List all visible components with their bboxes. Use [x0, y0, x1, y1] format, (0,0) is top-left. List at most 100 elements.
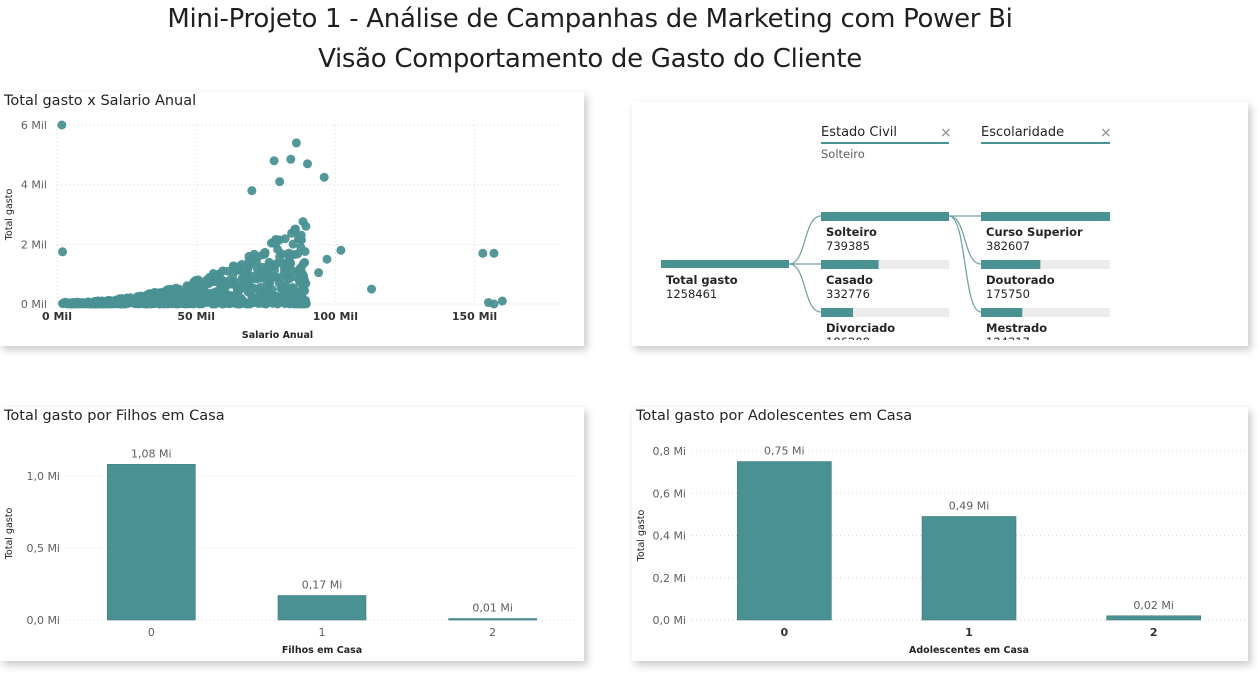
scatter-point: [273, 245, 283, 255]
x-tick-label: 0: [781, 626, 789, 639]
scatter-point: [270, 265, 280, 275]
scatter-card[interactable]: Total gasto x Salario Anual 0 Mil 2 Mil 4 …: [0, 92, 584, 346]
bar: [107, 463, 196, 621]
scatter-point: [156, 288, 166, 298]
adolescentes-bar-chart[interactable]: 0,0 Mi 0,2 Mi 0,4 Mi 0,6 Mi 0,8 Mi 0,75 Mi 0 0,…: [632, 407, 1248, 661]
escolaridade-node-bar: [981, 212, 1110, 221]
scatter-point: [280, 234, 290, 244]
escolaridade-node-value: 124317: [986, 335, 1030, 349]
scatter-point: [295, 273, 305, 283]
scatter-point: [279, 269, 289, 279]
estado-civil-node-name: Casado: [826, 273, 873, 287]
x-tick-label: 1: [965, 626, 973, 639]
scatter-point: [269, 296, 279, 306]
scatter-point: [78, 299, 88, 309]
x-axis-title: Salario Anual: [242, 330, 313, 341]
scatter-point: [197, 289, 207, 299]
x-tick-label: 0 Mil: [42, 310, 72, 323]
scatter-point: [256, 271, 266, 281]
scatter-point: [196, 298, 206, 308]
scatter-point: [298, 259, 308, 269]
y-axis-title: Total gasto: [4, 189, 15, 242]
scatter-points: [57, 120, 507, 309]
estado-civil-node-bar: [821, 260, 879, 269]
data-label: 0,17 Mi: [302, 578, 343, 591]
adolescentes-chart-title: Total gasto por Adolescentes em Casa: [636, 408, 913, 424]
scatter-point: [289, 284, 299, 294]
root-bar: [661, 260, 789, 268]
scatter-point: [261, 288, 271, 298]
scatter-point: [265, 278, 275, 288]
escolaridade-node-bar: [981, 308, 1023, 317]
decomposition-tree-card[interactable]: Estado Civil × Solteiro Escolaridade × T…: [632, 102, 1248, 346]
escolaridade-node-value: 175750: [986, 287, 1030, 301]
scatter-point: [290, 224, 300, 234]
x-tick-label: 0: [148, 626, 155, 639]
filter-escolaridade-label: Escolaridade: [981, 125, 1064, 140]
scatter-point: [262, 264, 272, 274]
scatter-point: [217, 299, 227, 309]
scatter-plot[interactable]: 0 Mil 2 Mil 4 Mil 6 Mil 0 Mil 50 Mil 100 Mil 15…: [0, 92, 584, 346]
filhos-chart-card[interactable]: Total gasto por Filhos em Casa 0,0 Mi 0,5…: [0, 407, 584, 661]
close-icon[interactable]: ×: [1100, 125, 1112, 141]
scatter-point: [322, 254, 332, 264]
scatter-point: [247, 186, 257, 196]
scatter-point: [196, 281, 206, 291]
decomposition-tree[interactable]: Estado Civil × Solteiro Escolaridade × T…: [632, 102, 1248, 346]
scatter-point: [314, 268, 324, 278]
x-axis-title: Filhos em Casa: [282, 645, 362, 656]
estado-civil-node-name: Divorciado: [826, 321, 895, 335]
y-tick-label: 0 Mil: [21, 298, 47, 311]
y-tick-label: 0,5 Mi: [26, 542, 60, 555]
bar: [277, 595, 367, 621]
scatter-point: [223, 266, 233, 276]
escolaridade-node-bar: [981, 260, 1041, 269]
estado-civil-node-bar: [821, 212, 949, 221]
scatter-point: [187, 292, 197, 302]
filter-estado-civil-label: Estado Civil: [821, 125, 897, 140]
close-icon[interactable]: ×: [940, 125, 952, 141]
scatter-point: [277, 291, 287, 301]
scatter-point: [291, 138, 301, 148]
scatter-point: [269, 156, 279, 166]
scatter-point: [303, 159, 312, 169]
x-tick-label: 100 Mil: [313, 310, 358, 323]
filter-estado-civil-selected: Solteiro: [821, 147, 865, 161]
scatter-point: [58, 247, 68, 257]
scatter-point: [367, 284, 377, 294]
y-tick-label: 0,8 Mi: [652, 445, 686, 458]
root-value: 1258461: [666, 287, 717, 301]
bar: [921, 516, 1017, 621]
scatter-point: [172, 299, 182, 309]
escolaridade-node-connector: [948, 215, 982, 265]
y-tick-label: 0,2 Mi: [652, 572, 686, 585]
scatter-point: [289, 250, 299, 260]
page-title: Mini-Projeto 1 - Análise de Campanhas de…: [167, 4, 1013, 34]
x-tick-label: 150 Mil: [452, 310, 497, 323]
escolaridade-node-track: [981, 260, 1110, 269]
x-tick-label: 1: [319, 626, 326, 639]
x-tick-label: 2: [1150, 626, 1158, 639]
scatter-point: [489, 299, 499, 309]
scatter-point: [271, 272, 281, 282]
escolaridade-node-name: Curso Superior: [986, 225, 1083, 239]
filhos-bar-chart[interactable]: 0,0 Mi 0,5 Mi 1,0 Mi 1,08 Mi 0 0,17 Mi 1 0,01 M…: [0, 407, 584, 661]
scatter-point: [204, 279, 214, 289]
data-label: 0,02 Mi: [1133, 599, 1174, 612]
scatter-point: [153, 295, 163, 305]
scatter-point: [300, 246, 310, 256]
adolescentes-chart-card[interactable]: Total gasto por Adolescentes em Casa 0,0…: [632, 407, 1248, 661]
scatter-point: [230, 262, 240, 272]
scatter-point: [284, 258, 294, 268]
scatter-point: [208, 299, 218, 309]
escolaridade-node-name: Doutorado: [986, 273, 1055, 287]
scatter-point: [234, 286, 244, 296]
page-subtitle: Visão Comportamento de Gasto do Cliente: [318, 44, 862, 74]
scatter-point: [57, 120, 67, 130]
scatter-title: Total gasto x Salario Anual: [4, 93, 197, 109]
scatter-point: [301, 299, 311, 309]
scatter-point: [244, 287, 254, 297]
y-tick-label: 4 Mil: [21, 179, 47, 192]
estado-civil-node-track: [821, 308, 949, 317]
